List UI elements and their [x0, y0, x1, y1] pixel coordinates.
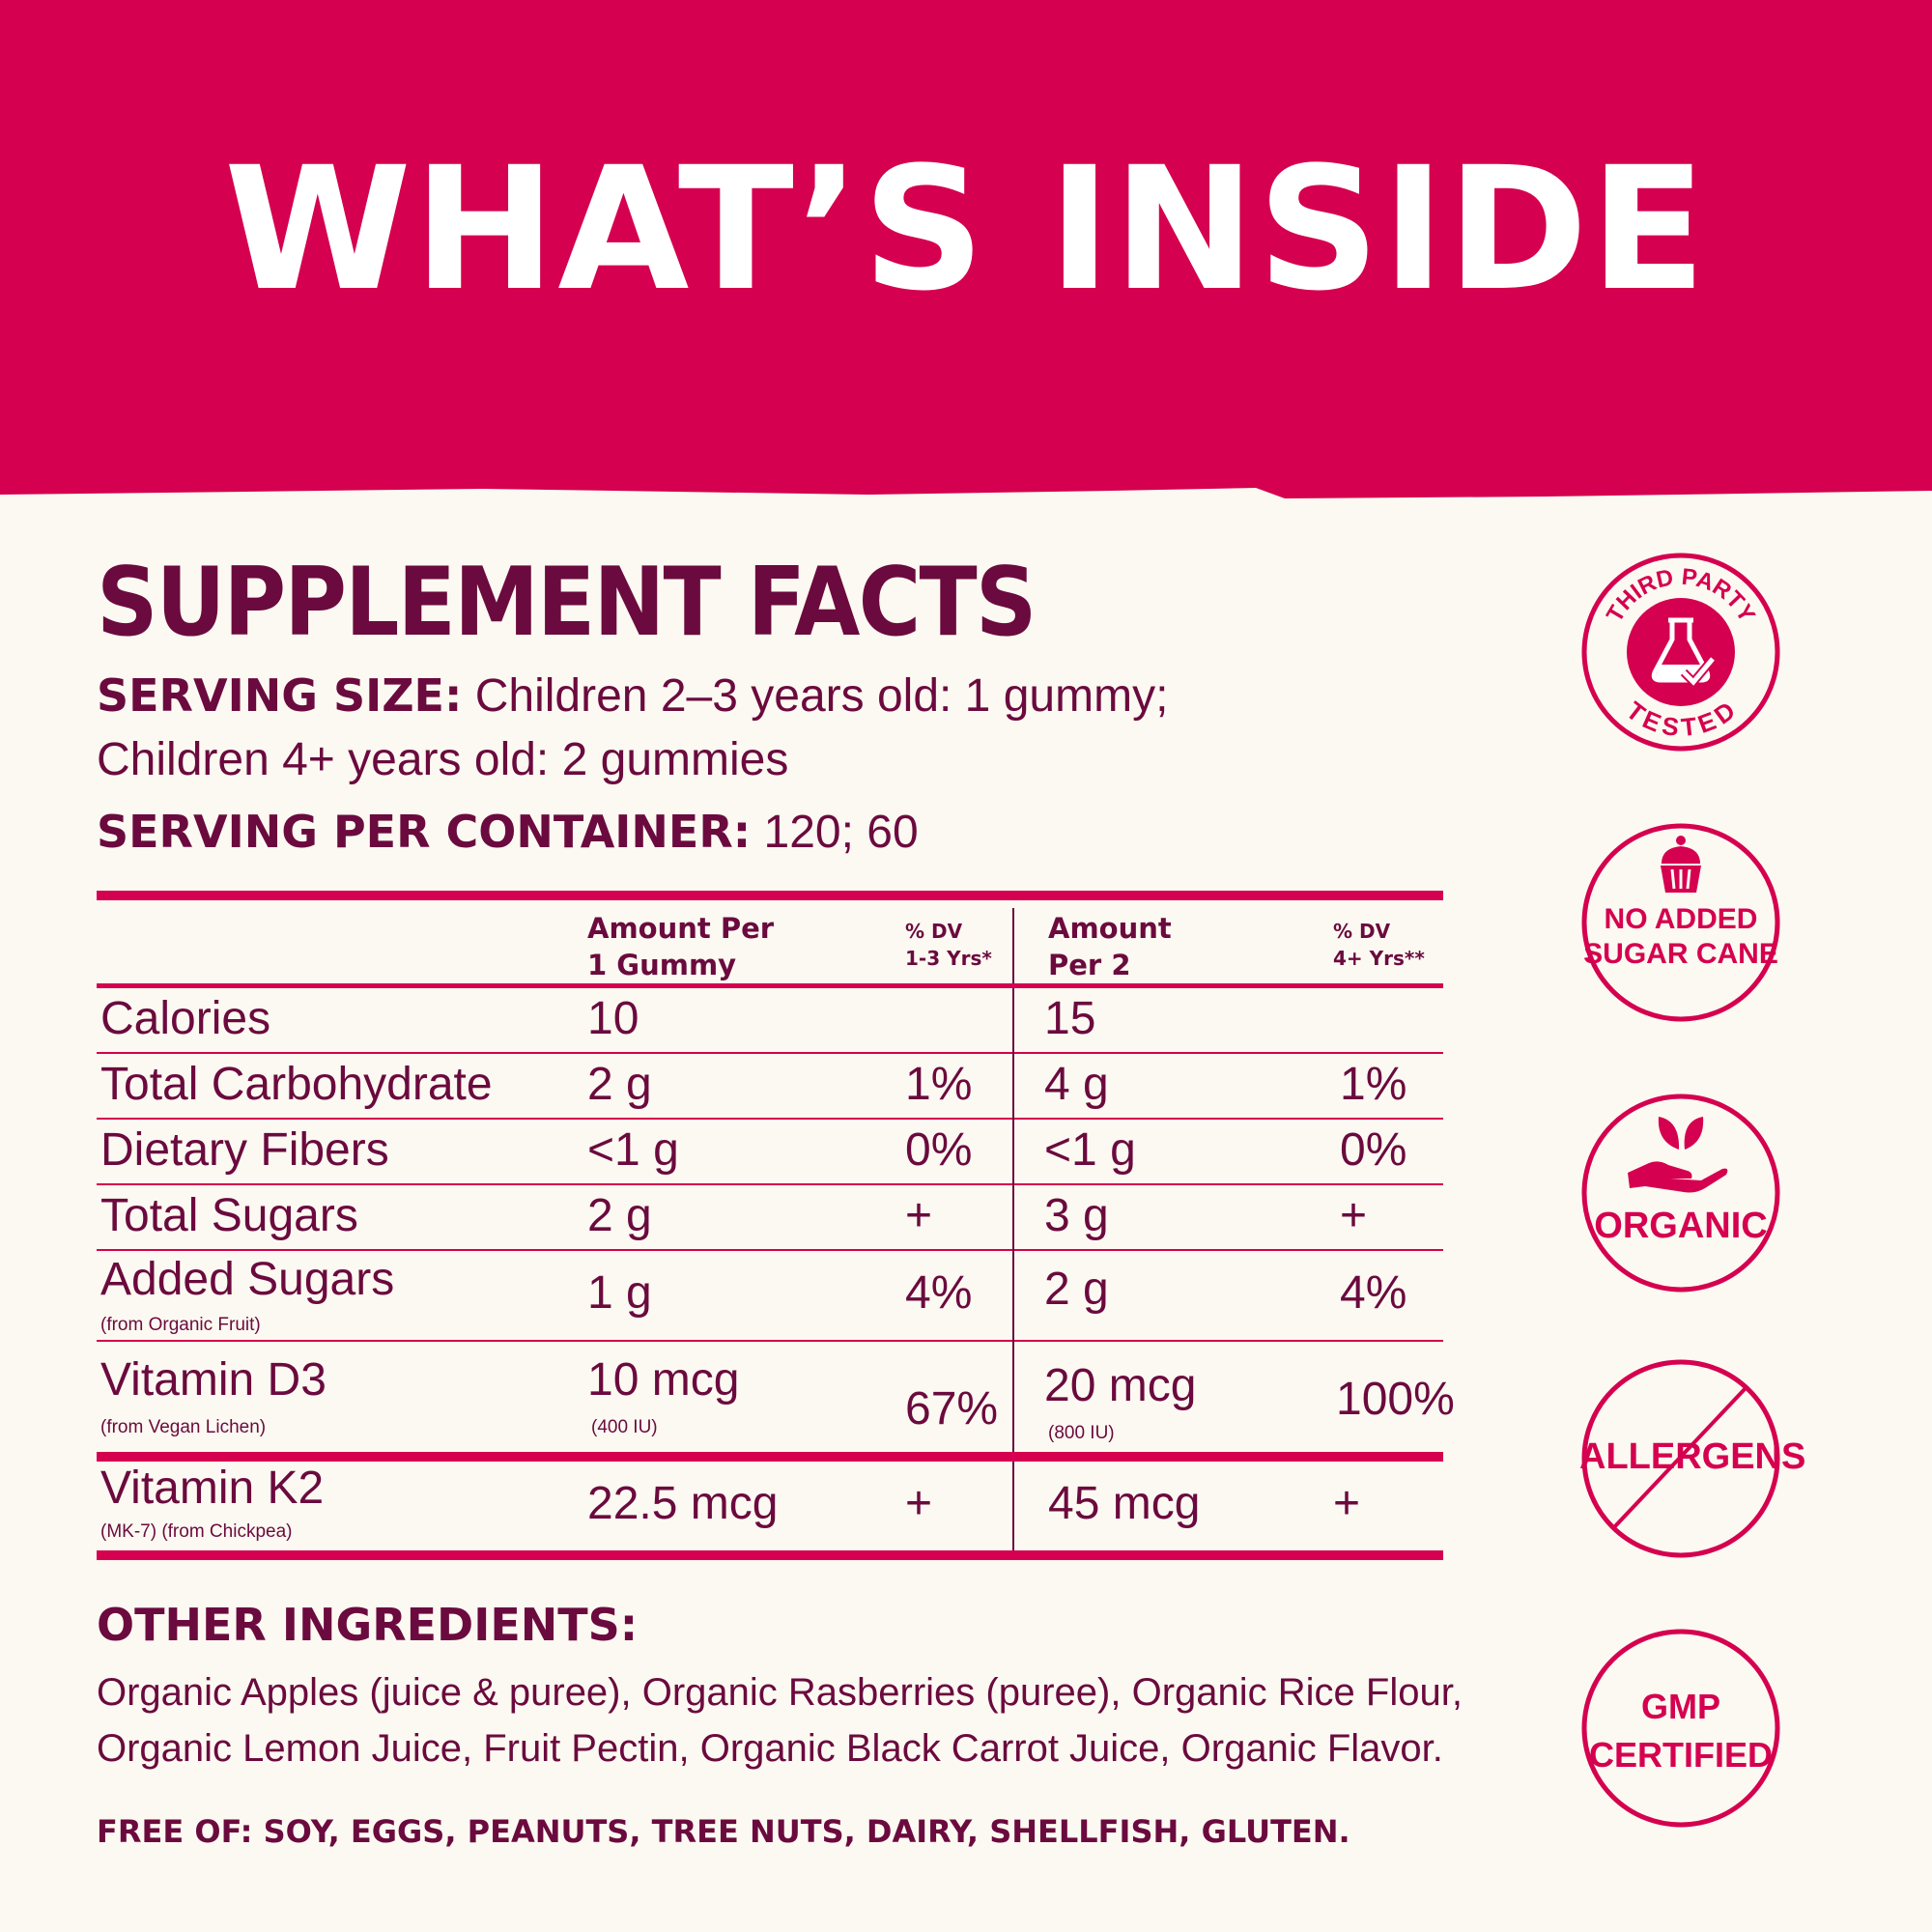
servings-value: 120; 60: [751, 807, 919, 858]
other-ingredients-text: Organic Apples (juice & puree), Organic …: [97, 1671, 1463, 1770]
column-divider: [1012, 988, 1014, 1054]
table-row: Total Carbohydrate 2 g 1% 4 g 1%: [97, 1054, 1443, 1120]
column-divider: [1012, 1054, 1014, 1120]
no-added-sugar-badge: NO ADDED SUGAR CANE: [1579, 821, 1782, 1024]
free-of-statement: FREE OF: SOY, EGGS, PEANUTS, TREE NUTS, …: [97, 1813, 1350, 1850]
table-mid-rule: [97, 1452, 1443, 1462]
organic-label: ORGANIC: [1594, 1206, 1768, 1246]
column-divider: [1012, 1120, 1014, 1185]
column-divider: [1012, 1185, 1014, 1251]
supplement-table: Amount Per 1 Gummy % DV 1-3 Yrs* Amount …: [97, 891, 1455, 1560]
third-party-tested-badge: THIRD PARTY TESTED: [1579, 551, 1782, 753]
header-amount-1: Amount Per 1 Gummy: [587, 912, 775, 981]
organic-badge: ORGANIC: [1579, 1092, 1782, 1294]
table-row: Calories 10 15: [97, 988, 1443, 1054]
cupcake-icon: [1661, 836, 1701, 893]
serving-size-line1: Children 2–3 years old: 1 gummy;: [462, 670, 1169, 722]
supplement-facts-header: SUPPLEMENT FACTS SERVING SIZE: Children …: [97, 555, 1449, 865]
allergen-free-badge: ALLERGENS: [1579, 1357, 1806, 1560]
allergens-label: ALLERGENS: [1579, 1436, 1806, 1477]
gmp-certified-badge: GMP CERTIFIED: [1579, 1627, 1782, 1830]
column-divider: [1012, 1342, 1014, 1452]
header-banner: [0, 0, 1932, 502]
table-row: Total Sugars 2 g + 3 g +: [97, 1185, 1443, 1251]
flask-icon: [1651, 617, 1717, 689]
gmp-label: GMP CERTIFIED: [1588, 1687, 1773, 1775]
table-row: Added Sugars (from Organic Fruit) 1 g 4%…: [97, 1251, 1443, 1342]
table-bottom-rule: [97, 1550, 1443, 1560]
servings-per-container: SERVING PER CONTAINER: 120; 60: [97, 800, 1449, 865]
header-dv-2: % DV 4+ Yrs**: [1333, 920, 1425, 970]
serving-size: SERVING SIZE: Children 2–3 years old: 1 …: [97, 664, 1449, 792]
column-divider: [1012, 908, 1014, 983]
page-title: WHAT’S INSIDE: [223, 130, 1709, 328]
leaf-hand-icon: [1628, 1117, 1728, 1193]
table-row: Vitamin K2 (MK-7) (from Chickpea) 22.5 m…: [97, 1462, 1443, 1550]
no-added-sugar-label: NO ADDED SUGAR CANE: [1583, 903, 1778, 970]
other-ingredients: OTHER INGREDIENTS: Organic Apples (juice…: [97, 1599, 1468, 1850]
serving-size-line2: Children 4+ years old: 2 gummies: [97, 734, 789, 785]
table-header-row: Amount Per 1 Gummy % DV 1-3 Yrs* Amount …: [97, 900, 1443, 988]
strike-icon: [1612, 1386, 1747, 1529]
table-top-rule: [97, 891, 1443, 900]
table-row: Dietary Fibers <1 g 0% <1 g 0%: [97, 1120, 1443, 1185]
header-dv-1: % DV 1-3 Yrs*: [905, 920, 992, 970]
column-divider: [1012, 1251, 1014, 1342]
table-row: Vitamin D3 (from Vegan Lichen) 10 mcg (4…: [97, 1342, 1455, 1452]
supplement-facts-title: SUPPLEMENT FACTS: [97, 548, 1037, 658]
servings-label: SERVING PER CONTAINER:: [97, 806, 752, 858]
header-amount-2: Amount Per 2: [1048, 912, 1172, 981]
column-divider: [1012, 1462, 1014, 1550]
other-ingredients-title: OTHER INGREDIENTS:: [97, 1599, 639, 1651]
serving-size-label: SERVING SIZE:: [97, 669, 463, 722]
